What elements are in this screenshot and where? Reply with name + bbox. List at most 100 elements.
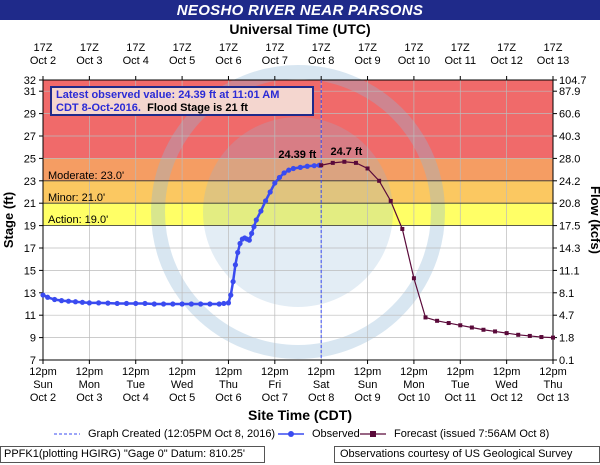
observed-point — [45, 294, 51, 300]
y-tick-label: 7 — [30, 355, 36, 367]
latest-observation-date: CDT 8-Oct-2016. — [56, 102, 141, 114]
observed-point — [225, 300, 232, 306]
observed-point — [237, 240, 243, 247]
y-tick-label: 13 — [24, 288, 36, 300]
top-tick-time: 17Z — [173, 42, 192, 54]
x-tick-weekday: Tue — [126, 379, 145, 391]
observed-point — [290, 165, 296, 172]
x-tick-date: Oct 6 — [215, 392, 241, 404]
action-stage-label: Action: 19.0' — [48, 214, 109, 226]
x-tick-weekday: Sat — [313, 379, 330, 391]
y-tick-label: 27 — [24, 131, 36, 143]
y-tick-label: 25 — [24, 153, 36, 165]
latest-observation-box: Latest observed value: 24.39 ft at 11:01… — [50, 86, 314, 116]
x-tick-weekday: Thu — [544, 379, 563, 391]
forecast-point — [551, 335, 555, 340]
forecast-point — [527, 333, 532, 338]
forecast-point — [504, 331, 509, 336]
observed-point — [179, 301, 185, 307]
legend-forecast: Forecast (issued 7:56AM Oct 8) — [358, 428, 549, 440]
x-tick-weekday: Mon — [403, 379, 424, 391]
observed-point — [96, 300, 102, 306]
y-tick-label: 17 — [24, 243, 36, 255]
top-tick-date: Oct 7 — [262, 55, 288, 67]
y-tick-label: 11 — [25, 310, 36, 322]
y-tick-label: 32 — [24, 75, 36, 87]
y-tick-label: 19 — [24, 221, 36, 233]
observed-point — [160, 301, 167, 307]
observed-point — [151, 301, 157, 307]
legend-forecast-line-icon — [358, 429, 388, 439]
moderate-stage-label: Moderate: 23.0' — [48, 170, 125, 182]
observed-point — [281, 170, 287, 176]
x-tick-date: Oct 11 — [444, 392, 476, 404]
observed-point — [297, 164, 303, 170]
bottom-axis-title: Site Time (CDT) — [248, 407, 352, 423]
forecast-point — [342, 159, 347, 164]
observed-point — [123, 300, 130, 307]
observed-point — [58, 298, 65, 304]
top-tick-time: 17Z — [358, 42, 377, 54]
y-axis-title: Stage (ft) — [1, 192, 16, 248]
forecast-point — [493, 329, 498, 334]
top-tick-time: 17Z — [80, 42, 99, 54]
x-tick-date: Oct 7 — [262, 392, 288, 404]
forecast-point — [516, 332, 521, 337]
top-tick-time: 17Z — [34, 42, 53, 54]
observed-point — [188, 301, 194, 307]
source-footer: Observations courtesy of US Geological S… — [334, 446, 600, 463]
top-tick-date: Oct 10 — [398, 55, 430, 67]
flood-band-action — [43, 203, 553, 226]
x-tick-time: 12pm — [539, 366, 567, 378]
data-label: 24.7 ft — [330, 146, 362, 158]
observed-point — [235, 249, 241, 256]
x-tick-time: 12pm — [29, 366, 57, 378]
flood-stage-note: Flood Stage is 21 ft — [147, 102, 248, 114]
y2-tick-label: 28.0 — [559, 153, 580, 165]
x-tick-time: 12pm — [400, 366, 428, 378]
legend-observed-label: Observed — [312, 428, 360, 440]
data-label: 24.39 ft — [278, 149, 316, 161]
x-tick-date: Oct 4 — [123, 392, 149, 404]
observed-point — [272, 180, 278, 186]
y-tick-label: 21 — [24, 198, 36, 210]
x-tick-date: Oct 13 — [537, 392, 569, 404]
top-tick-date: Oct 9 — [354, 55, 380, 67]
y2-tick-label: 0.1 — [559, 355, 574, 367]
x-tick-date: Oct 10 — [398, 392, 430, 404]
observed-point — [276, 174, 283, 181]
observed-point — [286, 167, 292, 173]
forecast-point — [353, 160, 358, 165]
x-tick-time: 12pm — [354, 366, 382, 378]
y-tick-label: 31 — [24, 86, 36, 98]
top-tick-date: Oct 11 — [444, 55, 476, 67]
top-tick-date: Oct 13 — [537, 55, 569, 67]
y2-tick-label: 11.1 — [559, 265, 580, 277]
top-tick-date: Oct 6 — [215, 55, 241, 67]
observed-point — [246, 237, 252, 243]
x-tick-date: Oct 3 — [76, 392, 102, 404]
observed-point — [232, 262, 239, 268]
title-bar: NEOSHO RIVER NEAR PARSONS — [0, 0, 600, 20]
top-tick-time: 17Z — [219, 42, 238, 54]
forecast-point — [435, 318, 440, 323]
top-tick-time: 17Z — [312, 42, 331, 54]
forecast-point — [319, 163, 324, 168]
top-tick-date: Oct 5 — [169, 55, 195, 67]
forecast-point — [388, 198, 393, 203]
y2-axis-title: Flow (kcfs) — [588, 186, 600, 254]
y-tick-label: 29 — [24, 109, 36, 121]
top-tick-date: Oct 12 — [490, 55, 522, 67]
y-tick-label: 23 — [24, 176, 36, 188]
x-tick-time: 12pm — [447, 366, 475, 378]
y2-tick-label: 20.8 — [559, 198, 580, 210]
y2-tick-label: 1.8 — [559, 333, 574, 345]
top-tick-date: Oct 8 — [308, 55, 334, 67]
y2-tick-label: 8.1 — [559, 288, 574, 300]
y-tick-label: 15 — [24, 265, 36, 277]
observed-point — [72, 299, 79, 305]
forecast-point — [411, 276, 416, 281]
x-tick-weekday: Thu — [219, 379, 238, 391]
x-tick-date: Oct 2 — [30, 392, 56, 404]
